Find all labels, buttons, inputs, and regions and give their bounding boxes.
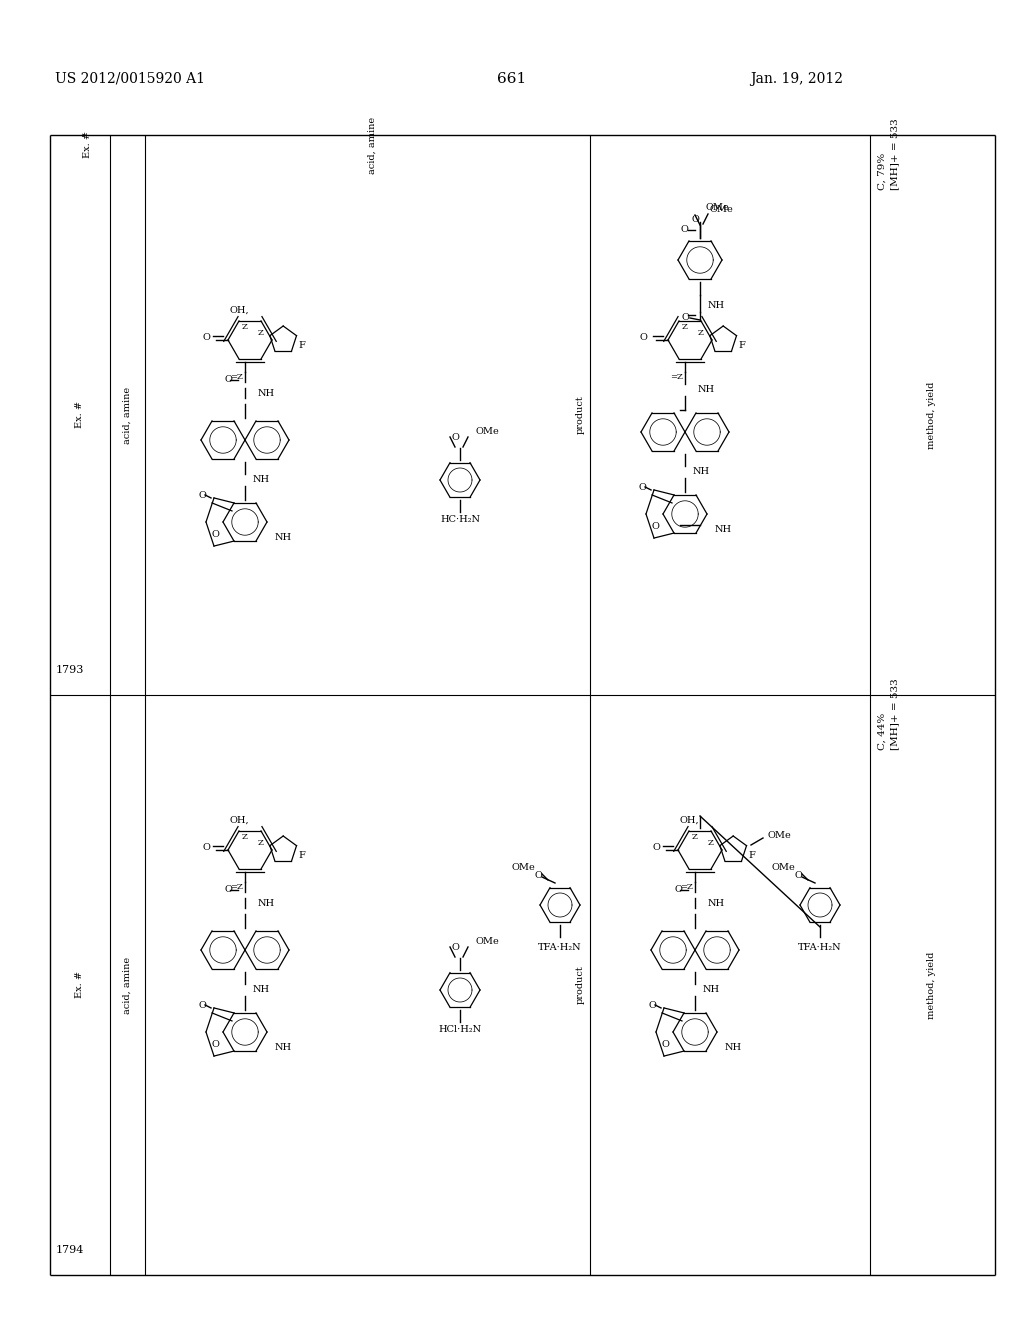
Text: NH: NH [253,986,270,994]
Text: NH: NH [708,301,725,309]
Text: O: O [211,529,219,539]
Text: O: O [680,226,688,235]
Text: product: product [575,966,585,1005]
Text: NH: NH [275,1043,292,1052]
Text: F: F [748,850,755,859]
Text: O: O [652,842,659,851]
Text: method, yield: method, yield [928,952,937,1019]
Text: Ex. #: Ex. # [83,132,92,158]
Text: NH: NH [258,389,275,399]
Text: TFA·H₂N: TFA·H₂N [539,942,582,952]
Text: HCl·H₂N: HCl·H₂N [438,1026,481,1035]
Text: Z: Z [698,330,703,338]
Text: [MH]+ = 533: [MH]+ = 533 [890,119,899,190]
Text: Jan. 19, 2012: Jan. 19, 2012 [750,73,843,86]
Text: F: F [298,850,305,859]
Text: O: O [224,375,232,384]
Text: TFA·H₂N: TFA·H₂N [798,942,842,952]
Text: O: O [674,886,682,895]
Text: OMe: OMe [705,203,729,213]
Text: O: O [691,215,699,224]
Text: O: O [794,870,802,879]
Text: OMe: OMe [768,830,792,840]
Text: =Z: =Z [670,374,683,381]
Text: NH: NH [275,532,292,541]
Text: F: F [298,341,305,350]
Text: Z: Z [258,840,264,847]
Text: acid, amine: acid, amine [368,116,377,173]
Text: HC·H₂N: HC·H₂N [440,516,480,524]
Text: NH: NH [693,467,710,477]
Text: O: O [198,491,206,500]
Text: =Z: =Z [680,883,693,891]
Text: 1794: 1794 [56,1245,84,1255]
Text: =Z: =Z [230,883,243,891]
Text: US 2012/0015920 A1: US 2012/0015920 A1 [55,73,205,86]
Text: O: O [648,1002,656,1010]
Text: C, 79%: C, 79% [878,153,887,190]
Text: method, yield: method, yield [928,381,937,449]
Text: O: O [451,433,459,442]
Text: NH: NH [725,1043,742,1052]
Text: acid, amine: acid, amine [123,387,131,444]
Text: F: F [738,341,744,350]
Text: Z: Z [242,833,248,841]
Text: =Z: =Z [230,374,243,381]
Text: O: O [651,521,658,531]
Text: Ex. #: Ex. # [76,972,85,998]
Text: NH: NH [698,385,715,395]
Text: O: O [198,1002,206,1010]
Text: OH,: OH, [230,816,250,825]
Text: product: product [575,396,585,434]
Text: Z: Z [692,833,698,841]
Text: O: O [681,313,689,322]
Text: O: O [224,886,232,895]
Text: 1793: 1793 [56,665,84,675]
Text: NH: NH [258,899,275,908]
Text: OMe: OMe [511,862,535,871]
Text: O: O [638,483,646,492]
Text: [MH]+ = 533: [MH]+ = 533 [890,678,899,750]
Text: Z: Z [682,323,688,331]
Text: NH: NH [715,524,732,533]
Text: OMe: OMe [475,428,499,437]
Text: 661: 661 [498,73,526,86]
Text: Z: Z [258,330,264,338]
Text: O: O [639,333,647,342]
Text: OH,: OH, [680,816,699,825]
Text: O: O [202,333,210,342]
Text: OMe: OMe [710,206,734,214]
Text: O: O [662,1040,669,1048]
Text: Z: Z [242,323,248,331]
Text: Z: Z [708,840,714,847]
Text: O: O [211,1040,219,1048]
Text: OMe: OMe [771,862,795,871]
Text: Ex. #: Ex. # [76,401,85,429]
Text: OMe: OMe [475,937,499,946]
Text: OH,: OH, [230,305,250,314]
Text: O: O [202,842,210,851]
Text: O: O [535,870,542,879]
Text: acid, amine: acid, amine [123,957,131,1014]
Text: C, 44%: C, 44% [878,713,887,750]
Text: NH: NH [253,475,270,484]
Text: NH: NH [703,986,720,994]
Text: O: O [451,944,459,953]
Text: NH: NH [708,899,725,908]
